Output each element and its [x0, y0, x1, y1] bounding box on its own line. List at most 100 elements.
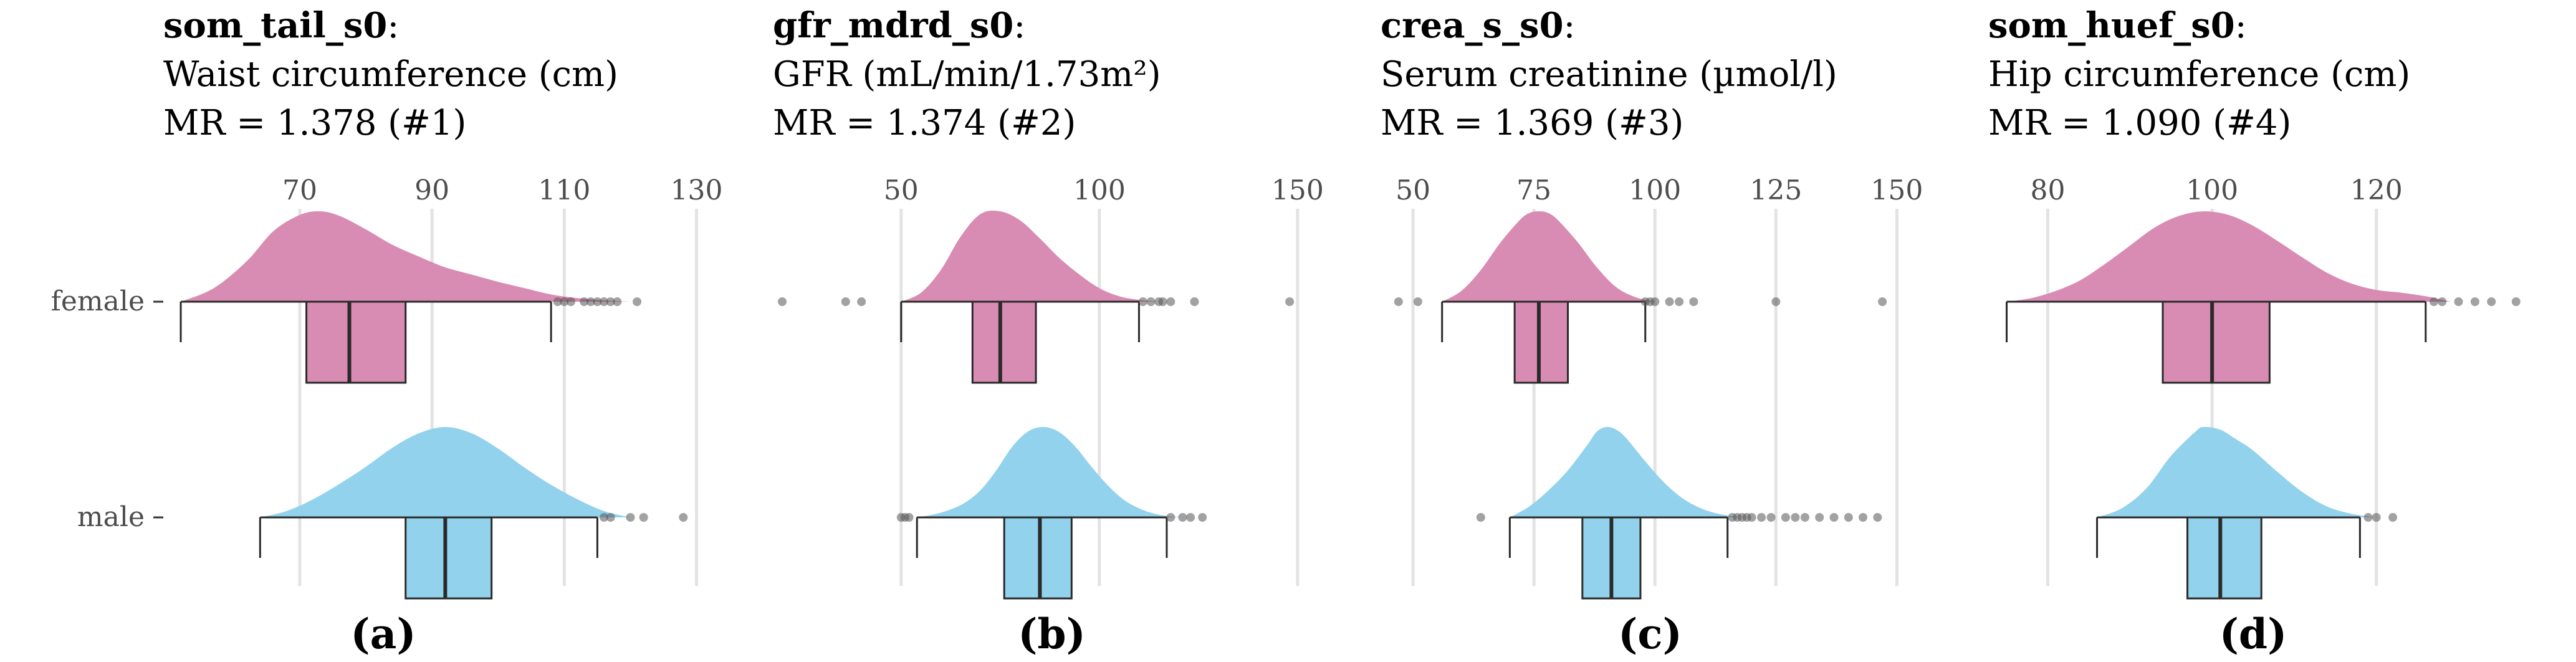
outlier-point [600, 513, 609, 522]
outlier-point [1771, 297, 1781, 306]
panel-label: (a) [350, 610, 416, 658]
outlier-point [580, 297, 589, 306]
panel-code: crea_s_s0: [1381, 5, 1575, 46]
outlier-point [2454, 297, 2463, 306]
x-tick-label: 130 [671, 175, 723, 206]
outlier-point [1873, 513, 1882, 522]
panel-gfr_mdrd_s0: gfr_mdrd_s0: GFR (mL/min/1.73m²) MR = 1.37… [773, 5, 1324, 658]
panel-som_huef_s0: som_huef_s0: Hip circumference (cm) MR = 1… [1988, 5, 2521, 658]
panel-code: som_tail_s0: [163, 5, 399, 46]
x-tick-label: 125 [1750, 175, 1802, 206]
outlier-point [1747, 513, 1756, 522]
outlier-point [857, 297, 866, 306]
density-male [1510, 426, 1742, 517]
outlier-point [1166, 513, 1175, 522]
panel-som_tail_s0: som_tail_s0: Waist circumference (cm) MR =… [163, 5, 723, 658]
mr-value: MR = 1.378 (#1) [163, 103, 466, 143]
x-tick-label: 100 [1073, 175, 1126, 206]
outlier-point [1138, 297, 1147, 306]
outlier-point [679, 513, 688, 522]
mr-value: MR = 1.090 (#4) [1988, 103, 2291, 143]
code-colon: : [1013, 6, 1025, 46]
outlier-point [1413, 297, 1422, 306]
density-male [2097, 426, 2377, 517]
x-tick-label: 100 [1629, 175, 1681, 206]
code-colon: : [2235, 6, 2247, 46]
outlier-point [1186, 513, 1195, 522]
x-tick-label: 100 [2186, 175, 2238, 206]
outlier-point [1394, 297, 1403, 306]
variable-code: crea_s_s0 [1381, 5, 1564, 46]
outlier-point [841, 297, 850, 306]
y-axis-label-male: male [77, 501, 145, 533]
panel-code: som_huef_s0: [1988, 5, 2247, 46]
x-tick-label: 70 [282, 175, 317, 206]
y-axis-label-female: female [51, 285, 145, 317]
outlier-point [1815, 513, 1824, 522]
variable-code: som_tail_s0 [163, 5, 387, 46]
panel-code: gfr_mdrd_s0: [773, 5, 1025, 46]
density-female [901, 210, 1159, 302]
outlier-point [2470, 297, 2479, 306]
panel-title: Hip circumference (cm) [1988, 54, 2410, 95]
code-colon: : [1564, 6, 1576, 46]
x-tick-label: 90 [414, 175, 449, 206]
outlier-point [1791, 513, 1800, 522]
panel-title: Waist circumference (cm) [163, 54, 618, 95]
outlier-point [2388, 513, 2398, 522]
outlier-point [1757, 513, 1766, 522]
x-tick-label: 50 [884, 175, 919, 206]
variable-code: som_huef_s0 [1988, 5, 2235, 46]
density-female [2006, 211, 2451, 302]
outlier-point [2372, 513, 2381, 522]
x-tick-label: 80 [2030, 175, 2065, 206]
x-tick-label: 50 [1396, 175, 1430, 206]
outlier-point [2438, 297, 2447, 306]
outlier-point [626, 513, 635, 522]
outlier-point [553, 297, 562, 306]
outlier-point [560, 297, 569, 306]
variable-code: gfr_mdrd_s0 [773, 5, 1013, 46]
code-colon: : [387, 6, 399, 46]
outlier-point [2487, 297, 2496, 306]
outlier-point [904, 513, 914, 522]
box-male [1003, 516, 1073, 600]
outlier-point [1781, 513, 1790, 522]
outlier-point [2511, 297, 2521, 306]
outlier-point [1844, 513, 1853, 522]
outlier-point [1675, 297, 1684, 306]
panel-label: (d) [2219, 610, 2287, 658]
outlier-point [1766, 513, 1776, 522]
outlier-point [1689, 297, 1698, 306]
density-male [917, 426, 1187, 517]
panel-title: GFR (mL/min/1.73m²) [773, 54, 1161, 95]
x-tick-label: 110 [538, 175, 590, 206]
x-tick-label: 75 [1516, 175, 1551, 206]
box-female [971, 300, 1037, 384]
outlier-point [586, 297, 595, 306]
panel-label: (c) [1618, 610, 1682, 658]
outlier-point [593, 297, 602, 306]
outlier-point [2363, 513, 2373, 522]
outlier-point [1878, 297, 1887, 306]
density-female [181, 211, 631, 302]
outlier-point [1285, 297, 1295, 306]
outlier-point [1859, 513, 1868, 522]
box-male [2186, 516, 2262, 600]
outlier-point [606, 513, 615, 522]
density-male [260, 427, 631, 517]
outlier-point [1476, 513, 1485, 522]
box-female [305, 300, 407, 384]
outlier-point [1650, 297, 1660, 306]
x-tick-label: 150 [1870, 175, 1923, 206]
x-tick-label: 150 [1271, 175, 1324, 206]
outlier-point [606, 297, 615, 306]
mr-value: MR = 1.369 (#3) [1381, 103, 1683, 143]
x-tick-label: 120 [2350, 175, 2403, 206]
outlier-point [633, 297, 642, 306]
outlier-point [613, 297, 622, 306]
box-female [2162, 300, 2271, 384]
panel-title: Serum creatinine (µmol/l) [1381, 54, 1837, 95]
mr-value: MR = 1.374 (#2) [773, 103, 1076, 143]
